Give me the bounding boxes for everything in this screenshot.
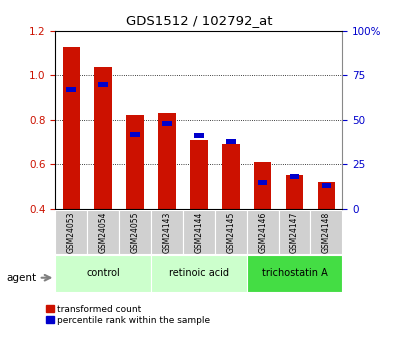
Text: GSM24145: GSM24145: [226, 211, 235, 253]
Bar: [317, 182, 335, 209]
Text: GSM24147: GSM24147: [289, 211, 298, 253]
Bar: [289, 174, 299, 179]
Bar: [87, 210, 119, 254]
Bar: [182, 210, 214, 254]
Text: retinoic acid: retinoic acid: [169, 268, 228, 278]
Bar: [55, 255, 151, 292]
Text: GSM24143: GSM24143: [162, 211, 171, 253]
Title: GDS1512 / 102792_at: GDS1512 / 102792_at: [125, 14, 272, 27]
Bar: [162, 121, 171, 126]
Bar: [214, 210, 246, 254]
Text: agent: agent: [6, 273, 36, 283]
Bar: [257, 180, 267, 185]
Bar: [126, 116, 144, 209]
Bar: [321, 183, 330, 188]
Legend: transformed count, percentile rank within the sample: transformed count, percentile rank withi…: [45, 305, 210, 325]
Bar: [253, 162, 271, 209]
Bar: [158, 113, 175, 209]
Bar: [55, 210, 87, 254]
Bar: [66, 87, 76, 92]
Bar: [190, 140, 207, 209]
Bar: [278, 210, 310, 254]
Bar: [246, 210, 278, 254]
Bar: [246, 255, 342, 292]
Text: GSM24148: GSM24148: [321, 211, 330, 253]
Bar: [285, 175, 303, 209]
Text: GSM24053: GSM24053: [67, 211, 76, 253]
Bar: [221, 144, 239, 209]
Bar: [119, 210, 151, 254]
Bar: [98, 82, 108, 87]
Bar: [151, 210, 182, 254]
Text: GSM24146: GSM24146: [258, 211, 267, 253]
Text: control: control: [86, 268, 120, 278]
Bar: [225, 139, 235, 144]
Bar: [130, 132, 139, 137]
Bar: [62, 47, 80, 209]
Bar: [151, 255, 246, 292]
Bar: [193, 134, 203, 138]
Text: GSM24144: GSM24144: [194, 211, 203, 253]
Bar: [94, 67, 112, 209]
Text: GSM24055: GSM24055: [130, 211, 139, 253]
Bar: [310, 210, 342, 254]
Text: trichostatin A: trichostatin A: [261, 268, 327, 278]
Text: GSM24054: GSM24054: [99, 211, 108, 253]
